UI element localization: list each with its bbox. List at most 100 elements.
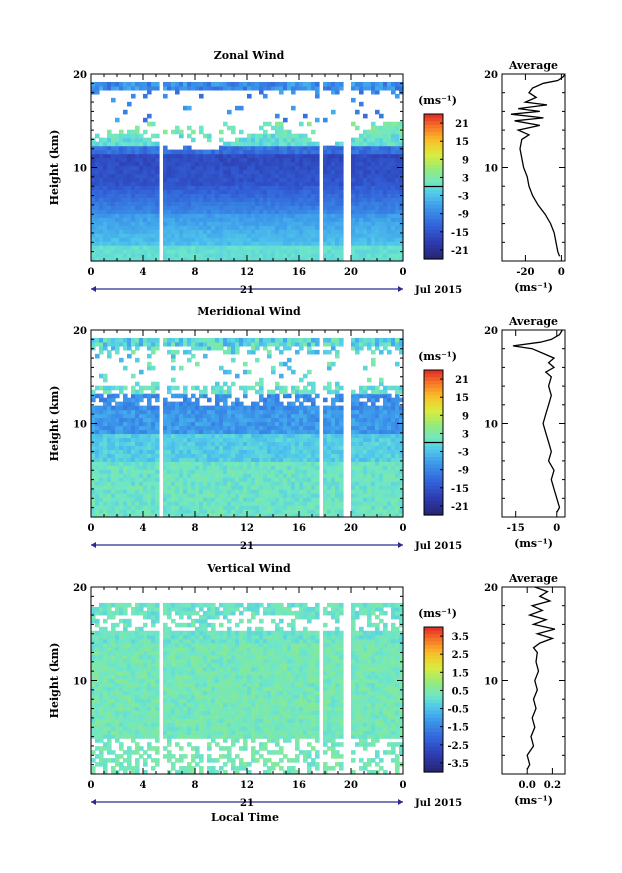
heatmap-cell	[95, 237, 100, 242]
heatmap-cell	[143, 513, 148, 518]
heatmap-cell	[163, 209, 168, 214]
heatmap-cell	[123, 465, 128, 470]
heatmap-cell	[223, 165, 228, 171]
heatmap-cell	[175, 233, 180, 238]
heatmap-cell	[119, 257, 124, 262]
heatmap-cell	[363, 449, 368, 454]
heatmap-cell	[275, 433, 280, 439]
heatmap-cell	[299, 461, 304, 466]
heatmap-cell	[299, 193, 304, 198]
heatmap-cell	[115, 445, 120, 450]
heatmap-cell	[371, 177, 376, 183]
heatmap-cell	[351, 241, 356, 246]
heatmap-cell	[219, 437, 224, 443]
heatmap-cell	[215, 393, 220, 399]
heatmap-cell	[151, 221, 156, 226]
heatmap-cell	[151, 121, 156, 127]
heatmap-cell	[227, 461, 232, 466]
heatmap-cell	[127, 433, 132, 439]
heatmap-cell	[139, 217, 144, 222]
heatmap-cell	[271, 481, 276, 486]
heatmap-cell	[331, 221, 336, 226]
heatmap-cell	[215, 229, 220, 234]
heatmap-cell	[115, 249, 120, 254]
heatmap-cell	[379, 217, 384, 222]
heatmap-cell	[383, 489, 388, 494]
heatmap-cell	[147, 173, 152, 179]
heatmap-cell	[379, 477, 384, 482]
heatmap-cell	[323, 213, 328, 218]
heatmap-cell	[363, 245, 368, 250]
heatmap-cell	[95, 449, 100, 454]
heatmap-cell	[335, 157, 340, 163]
heatmap-cell	[387, 177, 392, 183]
heatmap-cell	[375, 153, 380, 159]
heatmap-cell	[327, 417, 332, 423]
heatmap-cell	[283, 433, 288, 439]
heatmap-cell	[135, 129, 140, 135]
heatmap-cell	[215, 513, 220, 518]
heatmap-cell	[283, 473, 288, 478]
heatmap-cell	[179, 401, 184, 407]
heatmap-cell	[179, 437, 184, 443]
heatmap-cell	[311, 485, 316, 490]
heatmap-cell	[339, 209, 344, 214]
heatmap-cell	[359, 409, 364, 415]
heatmap-cell	[171, 237, 176, 242]
heatmap-cell	[175, 89, 180, 95]
heatmap-cell	[123, 169, 128, 175]
heatmap-cell	[155, 229, 160, 234]
heatmap-cell	[351, 509, 356, 514]
heatmap-cell	[351, 233, 356, 238]
heatmap-cell	[111, 393, 116, 399]
heatmap-cell	[227, 417, 232, 423]
heatmap-cell	[139, 213, 144, 218]
heatmap-cell	[399, 397, 404, 403]
heatmap-cell	[179, 209, 184, 214]
heatmap-cell	[183, 497, 188, 502]
heatmap-cell	[271, 205, 276, 210]
heatmap-cell	[243, 429, 248, 435]
heatmap-cell	[139, 237, 144, 242]
heatmap-cell	[279, 249, 284, 254]
heatmap-cell	[235, 249, 240, 254]
heatmap-cell	[335, 405, 340, 411]
heatmap-cell	[171, 409, 176, 415]
heatmap-cell	[275, 489, 280, 494]
heatmap-cell	[231, 409, 236, 415]
heatmap-cell	[387, 221, 392, 226]
heatmap-cell	[331, 485, 336, 490]
heatmap-cell	[167, 165, 172, 171]
heatmap-cell	[111, 493, 116, 498]
heatmap-cell	[179, 253, 184, 258]
heatmap-cell	[119, 437, 124, 443]
heatmap-cell	[251, 477, 256, 482]
heatmap-cell	[139, 457, 144, 462]
heatmap-cell	[251, 497, 256, 502]
heatmap-cell	[331, 237, 336, 242]
heatmap-cell	[283, 429, 288, 435]
heatmap-cell	[139, 253, 144, 258]
heatmap-cell	[295, 241, 300, 246]
heatmap-cell	[239, 193, 244, 198]
heatmap-cell	[123, 453, 128, 458]
heatmap-cell	[351, 405, 356, 411]
heatmap-cell	[291, 257, 296, 262]
heatmap-cell	[239, 453, 244, 458]
heatmap-cell	[287, 221, 292, 226]
heatmap-cell	[351, 425, 356, 431]
heatmap-cell	[327, 497, 332, 502]
heatmap-cell	[135, 425, 140, 431]
heatmap-cell	[275, 401, 280, 407]
heatmap-cell	[355, 489, 360, 494]
heatmap-cell	[351, 177, 356, 183]
heatmap-cell	[151, 253, 156, 258]
heatmap-cell	[227, 449, 232, 454]
heatmap-cell	[391, 465, 396, 470]
heatmap-cell	[247, 477, 252, 482]
heatmap-cell	[235, 141, 240, 147]
heatmap-cell	[179, 157, 184, 163]
heatmap-cell	[279, 157, 284, 163]
heatmap-cell	[119, 421, 124, 427]
heatmap-cell	[271, 165, 276, 171]
